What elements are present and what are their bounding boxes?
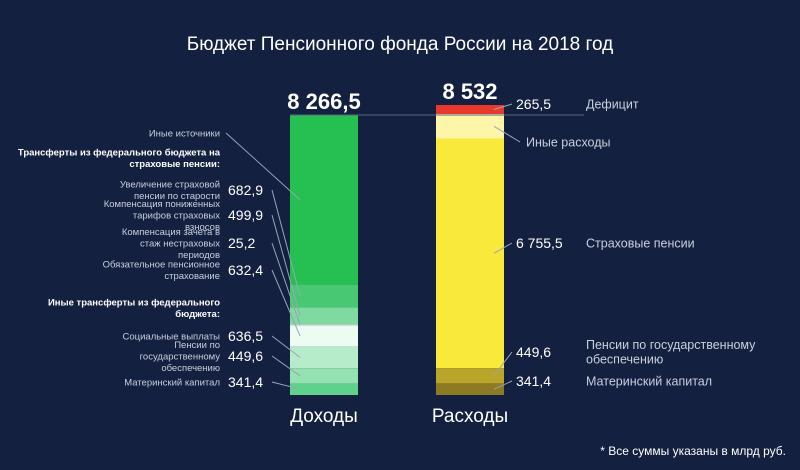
income-label-увеличение-страховой-пенсии-по-старости: Увеличение страховой пенсии по старости [120, 180, 220, 203]
income-segment-6 [290, 346, 358, 369]
income-leader-line-4 [271, 242, 301, 325]
income-leader-line-8 [271, 381, 301, 390]
income-label-материнский-капитал: Материнский капитал [124, 377, 220, 388]
expense-value-5: 341,4 [516, 373, 551, 389]
expense-segment-1 [436, 105, 504, 115]
income-segment-1 [290, 115, 358, 285]
income-segment-3 [290, 307, 358, 325]
income-segment-2 [290, 284, 358, 308]
income-leader-line-7 [271, 355, 301, 377]
income-label-обязательное-пенсионное-страхование: Обязательное пенсионное страхование [103, 260, 220, 283]
income-value-6: 636,5 [228, 328, 263, 344]
expense-leader-line-2 [493, 125, 521, 143]
expense-segment-2 [436, 114, 504, 139]
income-value-3: 499,9 [228, 207, 263, 223]
income-segment-4 [290, 324, 358, 326]
expense-value-3: 6 755,5 [516, 235, 563, 251]
expense-total-label: 8 532 [442, 79, 497, 104]
expense-leader-line-1 [493, 103, 513, 110]
income-leader-line-2 [271, 189, 301, 297]
expense-column-name: Расходы [432, 406, 508, 427]
income-label-компенсация-пониженных-тарифов-страховых-взносов: Компенсация пониженных тарифов страховых в… [104, 199, 221, 233]
income-value-4: 25,2 [228, 235, 255, 251]
expense-segment-4 [436, 368, 504, 384]
expense-value-1: 265,5 [516, 96, 551, 112]
income-segment-7 [290, 368, 358, 384]
income-segment-8 [290, 383, 358, 395]
expense-segment-5 [436, 383, 504, 395]
expense-label-дефицит: Дефицит [586, 97, 639, 111]
expense-column: 8 532 Расходы 265,5 Дефицит Иные расходы 6 75… [290, 79, 756, 427]
expense-value-4: 449,6 [516, 344, 551, 360]
income-value-2: 682,9 [228, 182, 263, 198]
group-header-transfers-insurance: Трансферты из федерального бюджета на стр… [18, 148, 221, 171]
expense-label-страховые-пенсии: Страховые пенсии [586, 236, 695, 250]
expense-leader-line-3 [493, 242, 513, 254]
income-column-name: Доходы [290, 406, 358, 427]
income-label-социальные-выплаты: Социальные выплаты [123, 331, 221, 342]
income-leader-line-6 [271, 335, 301, 358]
expense-leader-line-5 [493, 380, 513, 390]
income-value-5: 632,4 [228, 262, 263, 278]
expense-label-пенсии-по-государственному-обеспечению: Пенсии по государственному обеспечению [586, 338, 756, 367]
income-total-label: 8 266,5 [287, 89, 360, 114]
income-label-пенсии-по-государственному-обеспечению: Пенсии по государственному обеспечению [140, 340, 221, 374]
income-leader-line-5 [271, 269, 301, 337]
expense-segment-3 [436, 138, 504, 369]
income-leader-line-3 [271, 214, 301, 317]
income-segment-5 [290, 325, 358, 347]
income-leader-line-1 [225, 132, 301, 201]
income-column: 8 266,5 Доходы Иные источники Трансферты из… [18, 89, 361, 427]
income-value-7: 449,6 [228, 348, 263, 364]
expense-leader-line-4 [493, 351, 513, 377]
expense-label-иные-расходы: Иные расходы [526, 135, 611, 149]
footnote: * Все суммы указаны в млрд руб. [600, 444, 786, 458]
group-header-transfers-other: Иные трансферты из федерального бюджета: [48, 298, 220, 321]
expense-label-материнский-капитал: Материнский капитал [586, 374, 712, 388]
income-value-8: 341,4 [228, 374, 263, 390]
income-label-компенсация-зачета-в-стаж-нестраховых-периодов: Компенсация зачета в стаж нестраховых пери… [122, 227, 220, 261]
income-label-иные-источники: Иные источники [149, 128, 220, 139]
chart-title: Бюджет Пенсионного фонда России на 2018 … [187, 34, 614, 55]
